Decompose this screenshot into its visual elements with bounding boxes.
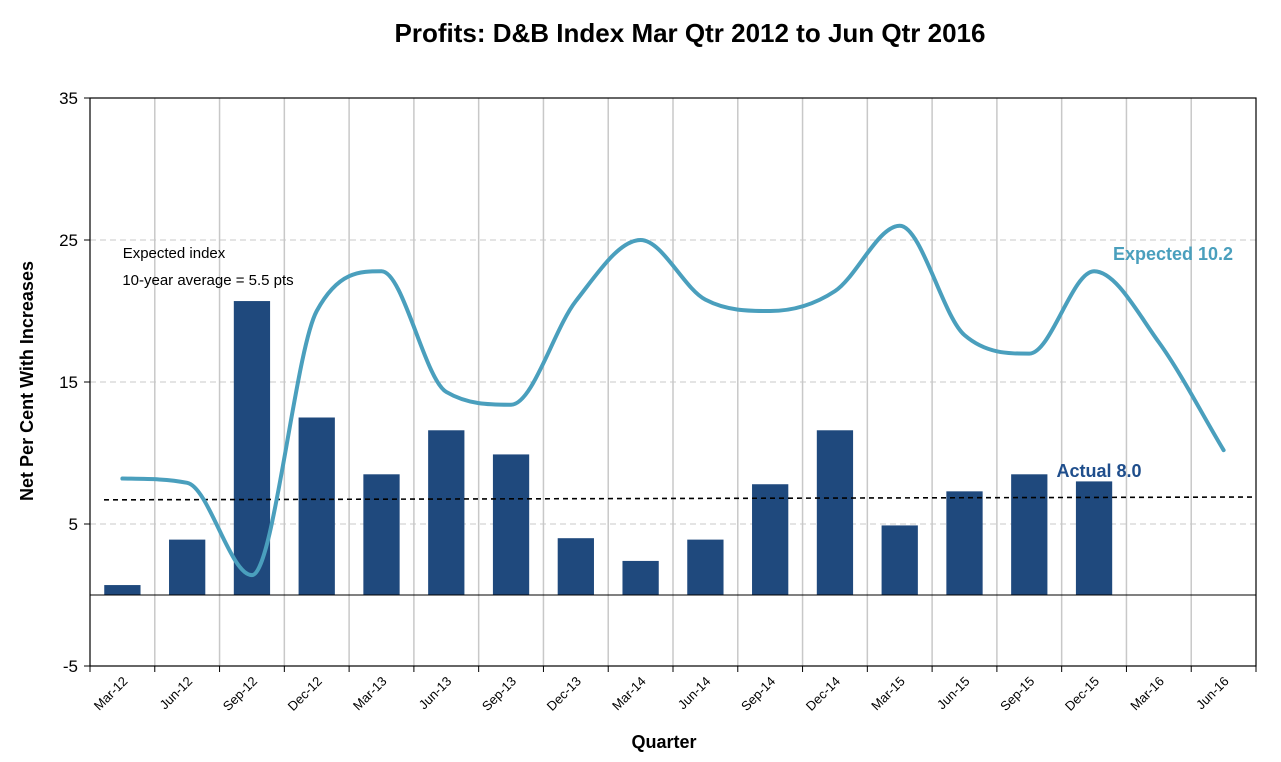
bar-Sep-12 (233, 301, 271, 595)
x-axis-title: Quarter (631, 732, 696, 752)
x-tick-label: Jun-14 (675, 674, 714, 713)
actual-value-label: Actual 8.0 (1056, 461, 1141, 481)
x-tick-label: Dec-12 (285, 674, 325, 714)
bar-Dec-15 (1075, 481, 1113, 595)
bar-Jun-12 (169, 539, 206, 595)
bar-Dec-13 (557, 538, 594, 595)
gridlines (90, 98, 1256, 666)
bar-Jun-14 (687, 539, 724, 595)
x-tick-label: Sep-15 (997, 674, 1037, 714)
bar-Mar-12 (104, 585, 141, 595)
bar-Mar-13 (363, 474, 400, 595)
x-tick-label: Dec-15 (1062, 674, 1102, 714)
x-tick-label: Mar-12 (91, 674, 131, 714)
x-axis-ticks: Mar-12 Jun-12 Sep-12 Dec-12 Mar-13 Jun-13 Sep-… (89, 666, 1257, 714)
bar-Sep-14 (752, 484, 789, 595)
chart-title: Profits: D&B Index Mar Qtr 2012 to Jun Q… (395, 18, 986, 48)
bar-Jun-15 (946, 491, 983, 595)
x-tick-label: Jun-15 (934, 674, 973, 713)
bar-Mar-14 (622, 560, 659, 595)
y-tick-label: 25 (59, 231, 78, 250)
expected-value-label: Expected 10.2 (1113, 244, 1233, 264)
y-axis-title: Net Per Cent With Increases (17, 261, 37, 501)
y-tick-label: -5 (63, 657, 78, 676)
bar-Sep-15 (1011, 474, 1048, 595)
x-tick-label: Jun-13 (416, 674, 455, 713)
bar-Sep-13 (492, 454, 530, 595)
y-tick-label: 15 (59, 373, 78, 392)
y-axis-ticks: -5 5 15 25 35 (59, 89, 90, 676)
x-tick-label: Sep-14 (738, 674, 778, 714)
y-tick-label: 35 (59, 89, 78, 108)
average-annotation-line2: 10-year average = 5.5 pts (122, 272, 293, 289)
bar-Dec-12 (298, 417, 335, 595)
x-tick-label: Sep-12 (220, 674, 260, 714)
x-tick-label: Mar-14 (609, 674, 649, 714)
x-tick-label: Jun-12 (157, 674, 196, 713)
x-tick-label: Dec-14 (803, 674, 843, 714)
y-tick-label: 5 (69, 515, 78, 534)
expected-series-line (120, 223, 1226, 578)
x-tick-label: Mar-13 (350, 674, 390, 714)
x-tick-label: Jun-16 (1193, 674, 1232, 713)
actual-bars (104, 301, 1113, 595)
bar-Mar-15 (881, 525, 918, 595)
bar-Dec-14 (816, 430, 854, 595)
x-tick-label: Mar-15 (868, 674, 908, 714)
x-tick-label: Dec-13 (544, 674, 584, 714)
bar-Jun-13 (428, 430, 465, 595)
x-tick-label: Sep-13 (479, 674, 519, 714)
average-reference-line (103, 496, 1255, 501)
x-tick-label: Mar-16 (1127, 674, 1167, 714)
average-annotation-line1: Expected index (123, 245, 226, 262)
